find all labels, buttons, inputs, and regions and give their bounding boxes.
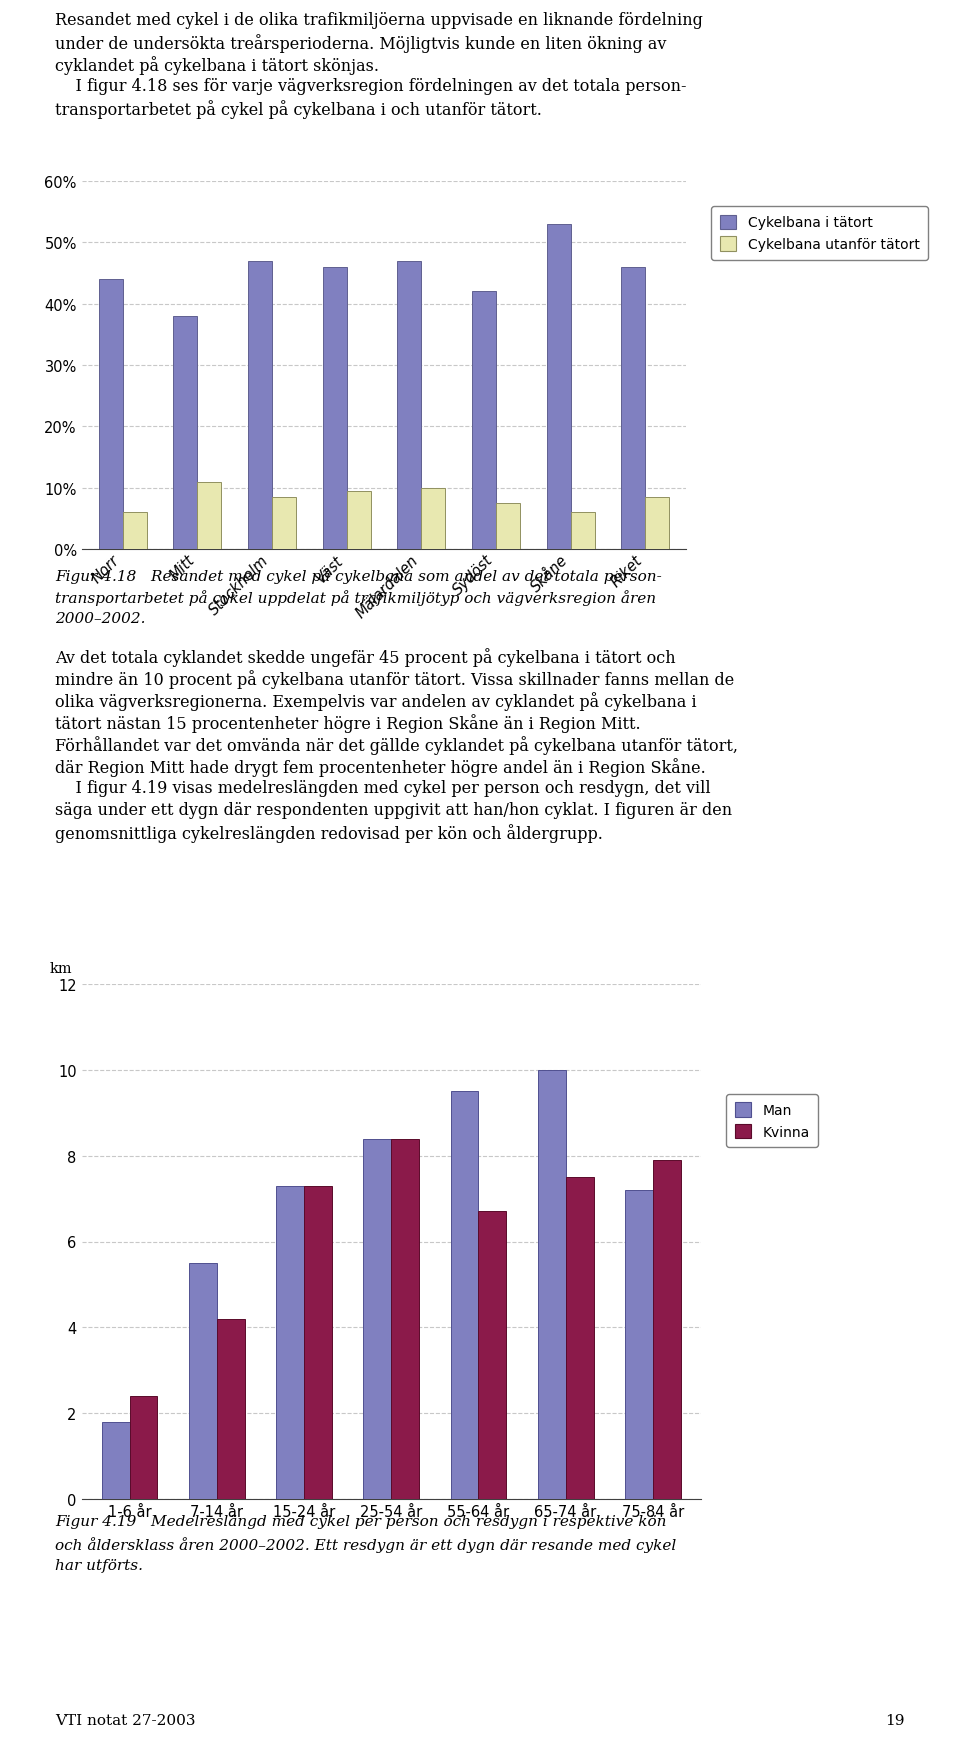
Bar — [547, 225, 570, 550]
Text: Resandet med cykel i de olika trafikmiljöerna uppvisade en liknande fördelning: Resandet med cykel i de olika trafikmilj… — [55, 12, 703, 28]
Bar — [198, 481, 221, 550]
Bar — [174, 316, 198, 550]
Text: transportarbetet på cykel uppdelat på trafikmiljötyp och vägverksregion åren: transportarbetet på cykel uppdelat på tr… — [55, 590, 656, 606]
Text: säga under ett dygn där respondenten uppgivit att han/hon cyklat. I figuren är d: säga under ett dygn där respondenten upp… — [55, 801, 732, 819]
Text: Figur 4.19   Medelreslängd med cykel per person och resdygn i respektive kön: Figur 4.19 Medelreslängd med cykel per p… — [55, 1515, 666, 1529]
Bar — [130, 1397, 157, 1499]
Bar — [248, 262, 272, 550]
Bar — [421, 488, 445, 550]
Bar — [538, 1070, 565, 1499]
Bar — [189, 1263, 217, 1499]
Bar — [621, 267, 645, 550]
Text: Förhållandet var det omvända när det gällde cyklandet på cykelbana utanför tätor: Förhållandet var det omvända när det gäl… — [55, 736, 738, 754]
Bar — [570, 513, 594, 550]
Text: Av det totala cyklandet skedde ungefär 45 procent på cykelbana i tätort och: Av det totala cyklandet skedde ungefär 4… — [55, 648, 676, 666]
Bar — [392, 1139, 420, 1499]
Text: och åldersklass åren 2000–2002. Ett resdygn är ett dygn där resande med cykel: och åldersklass åren 2000–2002. Ett resd… — [55, 1536, 676, 1551]
Text: transportarbetet på cykel på cykelbana i och utanför tätort.: transportarbetet på cykel på cykelbana i… — [55, 100, 541, 119]
Bar — [323, 267, 347, 550]
Text: där Region Mitt hade drygt fem procentenheter högre andel än i Region Skåne.: där Region Mitt hade drygt fem procenten… — [55, 757, 706, 777]
Bar — [496, 504, 520, 550]
Text: 19: 19 — [885, 1713, 905, 1727]
Text: har utförts.: har utförts. — [55, 1558, 143, 1573]
Bar — [217, 1320, 245, 1499]
Bar — [478, 1212, 506, 1499]
Text: I figur 4.18 ses för varje vägverksregion fördelningen av det totala person-: I figur 4.18 ses för varje vägverksregio… — [55, 77, 686, 95]
Bar — [304, 1186, 332, 1499]
Bar — [102, 1421, 130, 1499]
Bar — [276, 1186, 304, 1499]
Bar — [363, 1139, 392, 1499]
Text: cyklandet på cykelbana i tätort skönjas.: cyklandet på cykelbana i tätort skönjas. — [55, 56, 379, 76]
Bar — [99, 279, 123, 550]
Bar — [653, 1160, 681, 1499]
Text: under de undersökta treårsperioderna. Möjligtvis kunde en liten ökning av: under de undersökta treårsperioderna. Mö… — [55, 33, 666, 53]
Bar — [272, 497, 296, 550]
Text: mindre än 10 procent på cykelbana utanför tätort. Vissa skillnader fanns mellan : mindre än 10 procent på cykelbana utanfö… — [55, 669, 734, 689]
Legend: Cykelbana i tätort, Cykelbana utanför tätort: Cykelbana i tätort, Cykelbana utanför tä… — [711, 207, 927, 260]
Bar — [397, 262, 421, 550]
Bar — [123, 513, 147, 550]
Bar — [450, 1091, 478, 1499]
Bar — [565, 1177, 593, 1499]
Text: 2000–2002.: 2000–2002. — [55, 611, 146, 625]
Bar — [472, 292, 496, 550]
Bar — [645, 497, 669, 550]
Text: Figur 4.18   Resandet med cykel på cykelbana som andel av det totala person-: Figur 4.18 Resandet med cykel på cykelba… — [55, 568, 661, 583]
Text: I figur 4.19 visas medelreslängden med cykel per person och resdygn, det vill: I figur 4.19 visas medelreslängden med c… — [55, 780, 710, 796]
Text: olika vägverksregionerna. Exempelvis var andelen av cyklandet på cykelbana i: olika vägverksregionerna. Exempelvis var… — [55, 692, 697, 710]
Text: tätort nästan 15 procentenheter högre i Region Skåne än i Region Mitt.: tätort nästan 15 procentenheter högre i … — [55, 713, 640, 733]
Legend: Man, Kvinna: Man, Kvinna — [727, 1095, 818, 1147]
Text: genomsnittliga cykelreslängden redovisad per kön och åldergrupp.: genomsnittliga cykelreslängden redovisad… — [55, 824, 603, 842]
Text: km: km — [49, 961, 72, 975]
Text: VTI notat 27-2003: VTI notat 27-2003 — [55, 1713, 196, 1727]
Bar — [347, 492, 371, 550]
Bar — [625, 1189, 653, 1499]
